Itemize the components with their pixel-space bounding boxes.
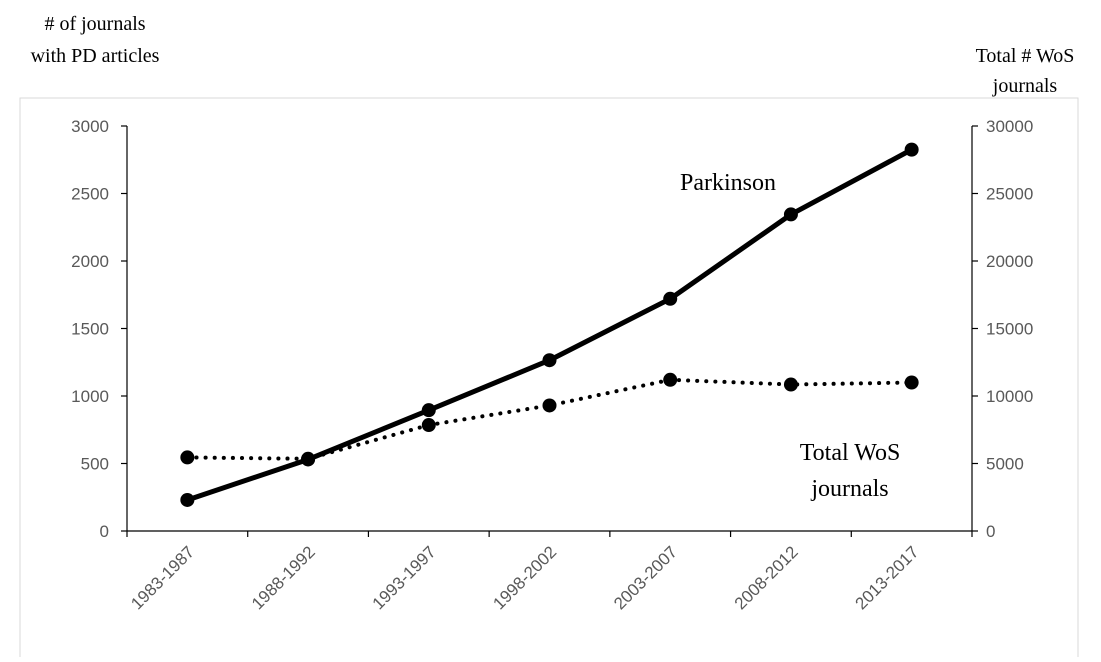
- left-tick-label: 1000: [71, 387, 109, 406]
- right-axis-title-line-2: journals: [992, 75, 1058, 97]
- left-tick-label: 2000: [71, 252, 109, 271]
- left-tick-label: 0: [100, 522, 109, 541]
- x-tick-label: 1998-2002: [489, 542, 560, 613]
- x-tick-label: 1993-1997: [369, 542, 440, 613]
- series-label-parkinson: Parkinson: [680, 170, 776, 196]
- parkinson-point: [783, 207, 798, 222]
- left-axis-title-line-1: # of journals: [44, 13, 145, 35]
- right-tick-label: 30000: [986, 117, 1033, 136]
- left-tick-label: 3000: [71, 117, 109, 136]
- parkinson-point: [180, 492, 195, 507]
- right-tick-label: 5000: [986, 455, 1024, 474]
- series: [180, 142, 919, 507]
- left-axis-title-line-2: with PD articles: [31, 45, 160, 67]
- right-axis-title-line-1: Total # WoS: [976, 45, 1075, 67]
- total-wos-point: [542, 398, 557, 413]
- parkinson-point: [421, 403, 436, 418]
- right-tick-label: 10000: [986, 387, 1033, 406]
- right-tick-label: 25000: [986, 185, 1033, 204]
- x-tick-label: 1988-1992: [248, 542, 319, 613]
- x-tick-label: 2003-2007: [610, 542, 681, 613]
- total-wos-point: [783, 377, 798, 392]
- total-wos-point: [301, 451, 316, 466]
- right-tick-label: 0: [986, 522, 995, 541]
- parkinson-point: [904, 142, 919, 157]
- right-tick-label: 20000: [986, 252, 1033, 271]
- series-label-total-wos-line-2: journals: [810, 476, 888, 502]
- parkinson-point: [663, 291, 678, 306]
- left-tick-label: 2500: [71, 185, 109, 204]
- total-wos-point: [904, 375, 919, 390]
- total-wos-point: [663, 372, 678, 387]
- total-wos-point: [180, 450, 195, 465]
- x-tick-label: 1983-1987: [127, 542, 198, 613]
- left-tick-label: 1500: [71, 320, 109, 339]
- x-tick-label: 2008-2012: [731, 542, 802, 613]
- right-tick-label: 15000: [986, 320, 1033, 339]
- left-tick-label: 500: [81, 455, 109, 474]
- total-wos-point: [421, 418, 436, 433]
- x-tick-label: 2013-2017: [852, 542, 923, 613]
- series-label-total-wos-line-1: Total WoS: [800, 440, 901, 466]
- parkinson-point: [542, 353, 557, 368]
